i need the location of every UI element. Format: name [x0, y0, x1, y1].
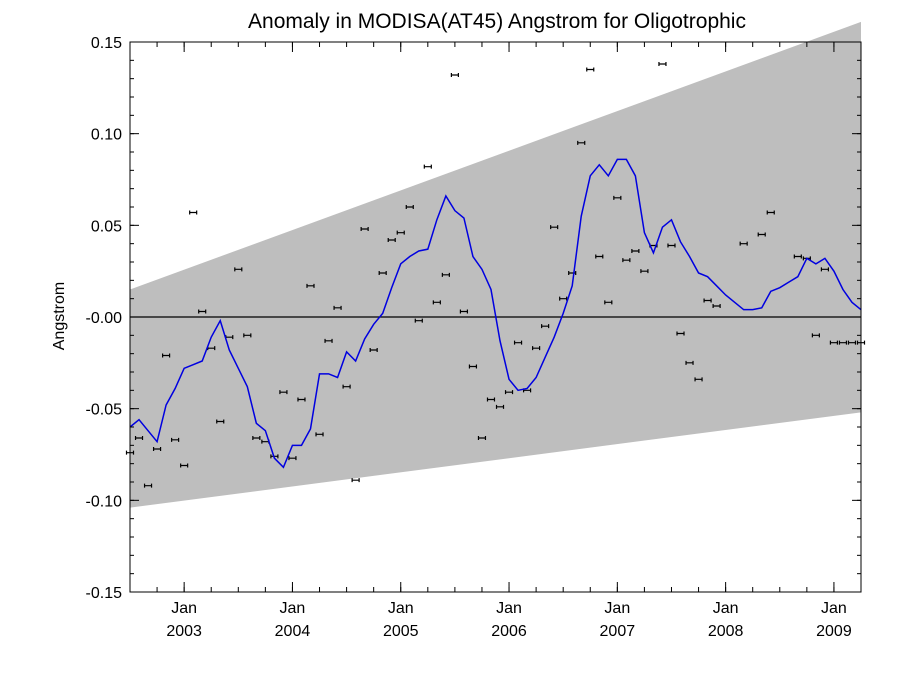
data-point — [468, 364, 478, 369]
data-point — [198, 309, 207, 314]
data-point — [793, 254, 802, 259]
data-point — [450, 73, 459, 77]
data-point — [703, 298, 712, 303]
data-point — [486, 397, 496, 402]
data-point — [378, 271, 387, 275]
data-point — [495, 404, 505, 409]
data-point — [315, 432, 324, 437]
x-tick-month-label: Jan — [821, 600, 847, 617]
data-point — [243, 333, 252, 338]
plot-area: 0.15 0.10 0.05 -0.00 -0.05 -0.10 -0.15 Jan 2003 J… — [86, 21, 866, 640]
data-point — [838, 340, 848, 345]
x-tick-year-label: 2008 — [708, 623, 744, 640]
data-point — [604, 300, 613, 305]
x-tick-year-label: 2003 — [166, 623, 202, 640]
data-point — [396, 230, 405, 235]
chart-title: Anomaly in MODISA(AT45) Angstrom for Oli… — [248, 10, 746, 33]
data-point — [216, 419, 225, 424]
x-tick-month-label: Jan — [604, 600, 630, 617]
x-tick-month-label: Jan — [496, 600, 522, 617]
y-tick-label: 0.15 — [91, 35, 122, 52]
data-point — [595, 254, 604, 259]
data-point — [820, 267, 830, 272]
data-point — [640, 269, 649, 274]
series-line — [129, 158, 862, 469]
data-point — [586, 67, 595, 72]
data-point — [414, 318, 423, 323]
data-point — [559, 296, 568, 301]
data-point — [297, 397, 306, 402]
data-point — [622, 258, 631, 263]
confidence-band — [130, 21, 861, 508]
data-point — [694, 377, 703, 382]
data-point — [739, 241, 748, 246]
x-tick-year-label: 2006 — [491, 623, 527, 640]
data-point — [342, 384, 351, 389]
x-tick-month-label: Jan — [388, 600, 414, 617]
data-point — [134, 436, 144, 440]
data-point — [324, 338, 333, 343]
data-point — [631, 249, 640, 253]
data-point — [811, 333, 820, 338]
data-point — [360, 227, 369, 231]
data-point — [189, 210, 198, 215]
x-tick-month-label: Jan — [171, 600, 197, 617]
data-point — [279, 390, 288, 395]
data-point — [685, 360, 694, 365]
x-tick-month-label: Jan — [713, 600, 739, 617]
data-point — [441, 272, 450, 277]
data-point — [288, 456, 297, 461]
data-point — [577, 140, 586, 145]
data-point — [234, 267, 243, 272]
data-point — [766, 210, 775, 215]
data-point — [504, 390, 514, 395]
data-point — [658, 62, 667, 66]
data-point — [333, 305, 342, 310]
y-tick-label: -0.15 — [86, 585, 123, 602]
data-point — [171, 437, 180, 442]
data-point — [477, 436, 487, 440]
y-tick-label: 0.10 — [91, 127, 122, 144]
data-point — [306, 283, 315, 288]
data-point — [550, 225, 559, 230]
data-point — [676, 331, 685, 336]
data-point — [513, 340, 523, 345]
y-tick-label: -0.05 — [86, 402, 123, 419]
x-tick-year-label: 2005 — [383, 623, 419, 640]
data-point — [613, 195, 622, 200]
data-point — [847, 340, 857, 345]
data-point — [757, 232, 766, 237]
data-point — [667, 243, 676, 248]
data-point — [423, 164, 432, 169]
data-point — [252, 436, 261, 440]
x-tick-year-label: 2004 — [275, 623, 311, 640]
data-point — [152, 447, 162, 451]
data-point — [369, 348, 378, 352]
y-tick-label: -0.00 — [86, 310, 123, 327]
data-point — [541, 324, 550, 329]
x-tick-year-label: 2007 — [600, 623, 636, 640]
data-point — [532, 346, 541, 351]
data-point — [459, 309, 469, 314]
x-tick-month-label: Jan — [280, 600, 306, 617]
y-tick-label: -0.10 — [86, 493, 123, 510]
y-tick-label: 0.05 — [91, 218, 122, 235]
data-point — [712, 304, 721, 308]
data-point — [387, 238, 396, 242]
data-point — [143, 483, 153, 488]
data-point — [161, 353, 171, 358]
data-point — [405, 205, 414, 209]
data-point — [432, 300, 441, 305]
x-tick-year-label: 2009 — [816, 623, 852, 640]
data-point — [829, 340, 839, 345]
y-axis-label: Angstrom — [51, 282, 68, 350]
data-point — [180, 463, 189, 468]
data-point — [351, 478, 360, 483]
